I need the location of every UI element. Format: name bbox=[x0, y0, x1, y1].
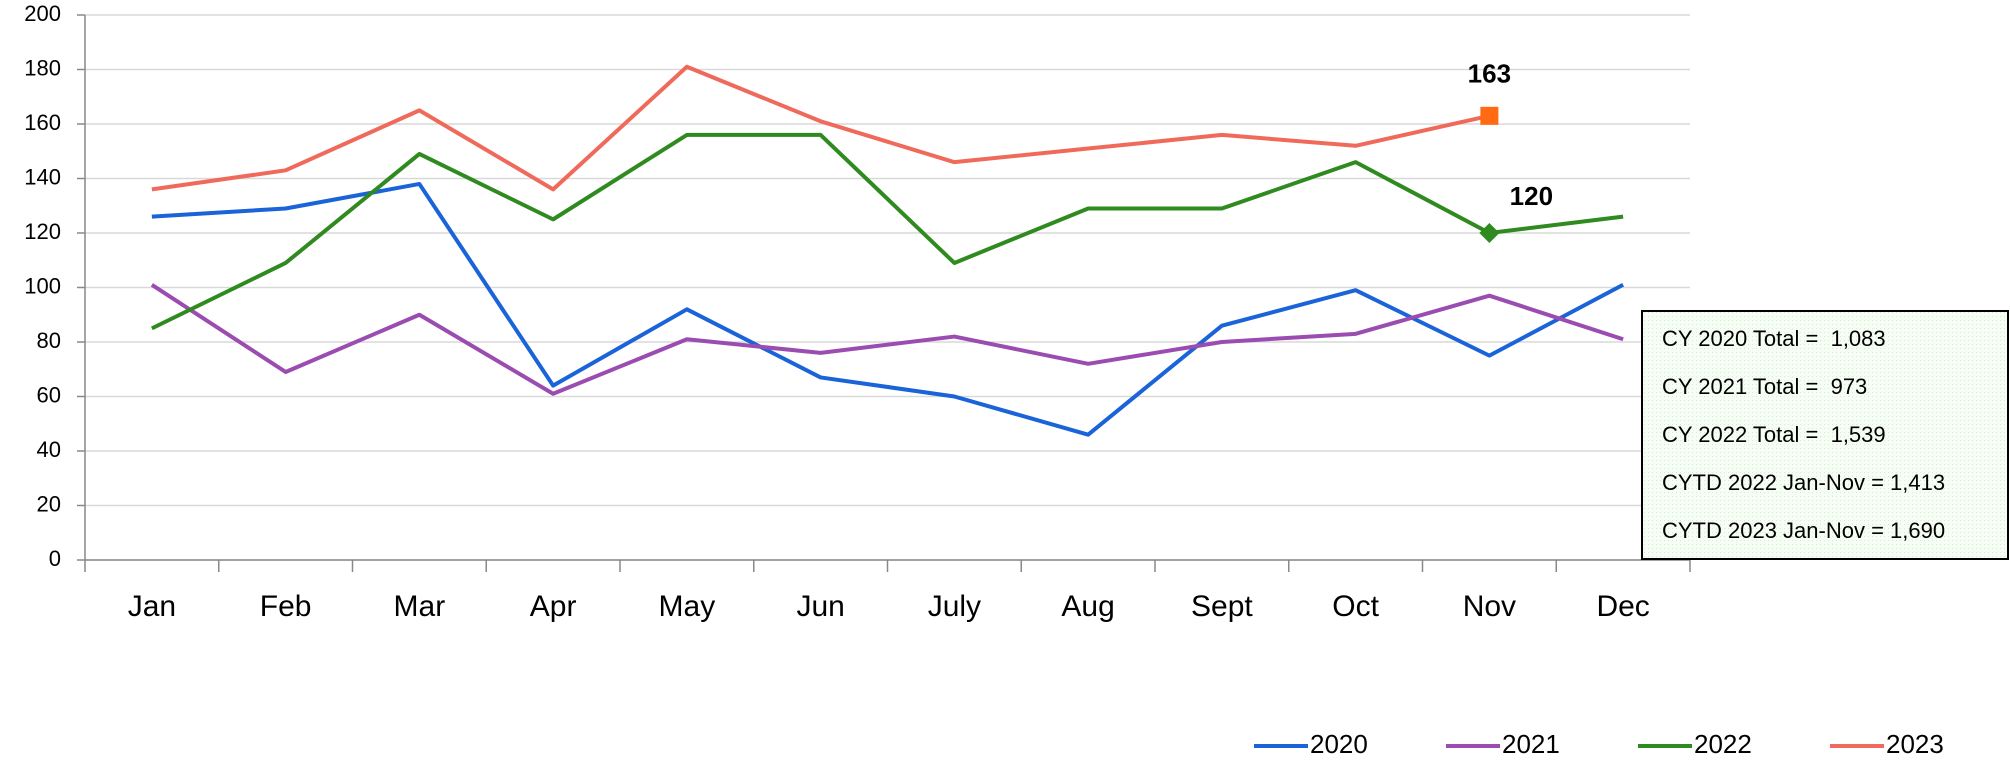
x-tick-label: Nov bbox=[1463, 590, 1516, 623]
y-tick-label: 80 bbox=[37, 328, 61, 353]
x-tick-label: Feb bbox=[260, 590, 312, 623]
x-tick-label: July bbox=[928, 590, 981, 623]
x-tick-label: Apr bbox=[530, 590, 577, 623]
y-tick-label: 180 bbox=[24, 55, 61, 80]
annotation-text: CY 2020 Total = 1,083 bbox=[1662, 326, 1886, 351]
x-tick-label: Jun bbox=[796, 590, 844, 623]
x-tick-label: Mar bbox=[394, 590, 446, 623]
annotation-box bbox=[1641, 310, 2009, 560]
value-label: 163 bbox=[1468, 59, 1511, 89]
annotation-text: CYTD 2023 Jan-Nov = 1,690 bbox=[1662, 518, 1945, 543]
y-tick-label: 200 bbox=[24, 1, 61, 26]
x-tick-label: Aug bbox=[1061, 590, 1114, 623]
y-tick-label: 40 bbox=[37, 437, 61, 462]
y-tick-label: 160 bbox=[24, 110, 61, 135]
series-line bbox=[151, 64, 1490, 192]
legend-label: 2023 bbox=[1886, 729, 1944, 759]
series-line bbox=[150, 283, 1624, 396]
x-tick-label: Sept bbox=[1191, 590, 1253, 623]
x-tick-label: Jan bbox=[128, 590, 176, 623]
y-tick-label: 20 bbox=[37, 491, 61, 516]
value-label: 120 bbox=[1510, 181, 1553, 211]
series-line bbox=[150, 132, 1624, 331]
point-marker bbox=[1479, 223, 1500, 243]
x-tick-label: Oct bbox=[1332, 590, 1379, 623]
series-line bbox=[151, 181, 1625, 437]
x-tick-label: May bbox=[659, 590, 716, 623]
annotation-text: CYTD 2022 Jan-Nov = 1,413 bbox=[1662, 470, 1945, 495]
y-tick-label: 60 bbox=[37, 382, 61, 407]
y-tick-label: 100 bbox=[24, 273, 61, 298]
y-tick-label: 120 bbox=[24, 219, 61, 244]
point-marker bbox=[1480, 106, 1499, 125]
legend-label: 2021 bbox=[1502, 729, 1560, 759]
legend-label: 2020 bbox=[1310, 729, 1368, 759]
x-tick-label: Dec bbox=[1596, 590, 1649, 623]
y-tick-label: 140 bbox=[24, 164, 61, 189]
annotation-text: CY 2022 Total = 1,539 bbox=[1662, 422, 1886, 447]
annotation-text: CY 2021 Total = 973 bbox=[1662, 374, 1867, 399]
legend-label: 2022 bbox=[1694, 729, 1752, 759]
y-tick-label: 0 bbox=[49, 546, 61, 571]
